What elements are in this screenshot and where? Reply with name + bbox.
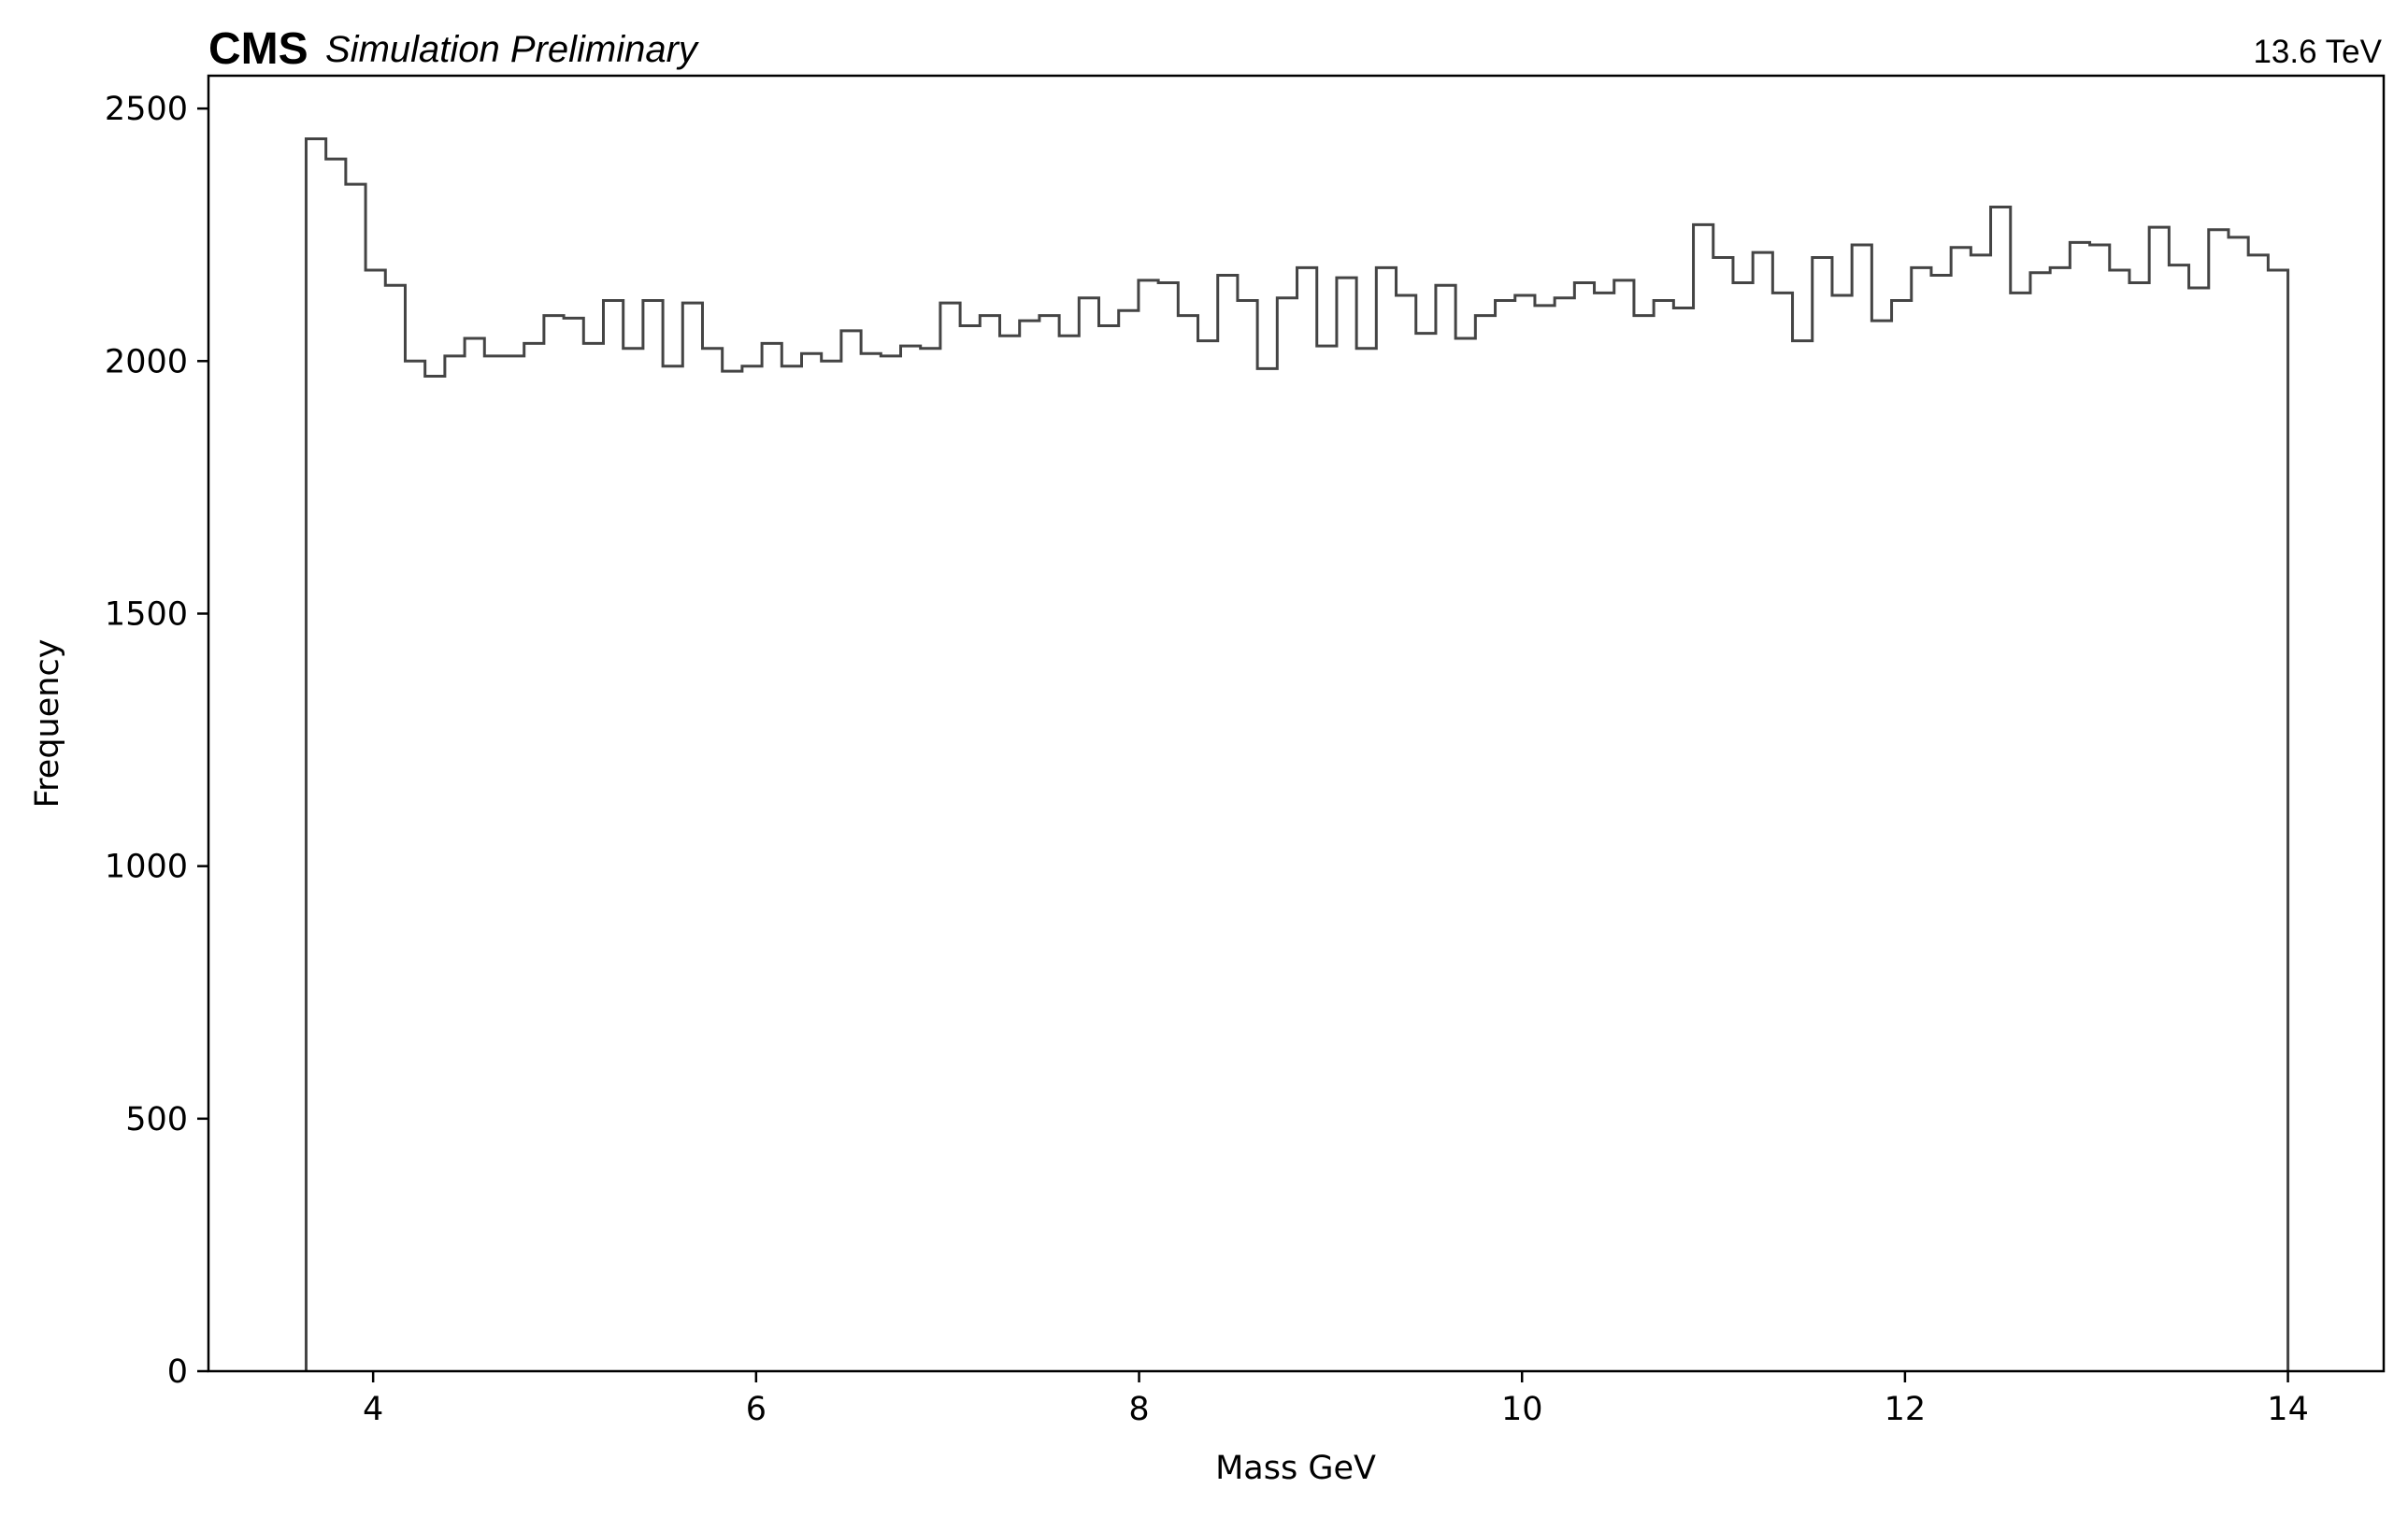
y-tick-label: 1000 (105, 849, 188, 886)
x-tick-label: 4 (363, 1391, 383, 1428)
y-axis-label: Frequency (29, 639, 66, 809)
x-axis: 4 6 8 10 12 14 (363, 1371, 2309, 1428)
plot-area (304, 137, 2290, 1371)
y-tick-label: 2000 (105, 343, 188, 380)
experiment-label: CMS (208, 24, 308, 74)
x-tick-label: 8 (1128, 1391, 1149, 1428)
status-label: Simulation Preliminary (325, 29, 700, 70)
y-tick-label: 1500 (105, 595, 188, 633)
energy-label: 13.6 TeV (2253, 34, 2382, 70)
x-tick-label: 6 (746, 1391, 767, 1428)
y-tick-label: 2500 (105, 91, 188, 128)
y-tick-label: 500 (125, 1101, 188, 1138)
x-tick-label: 10 (1501, 1391, 1543, 1428)
x-tick-label: 14 (2267, 1391, 2309, 1428)
y-tick-label: 0 (167, 1353, 188, 1391)
axes-frame (207, 74, 2386, 1373)
x-tick-label: 12 (1885, 1391, 1927, 1428)
histogram-step-line (304, 137, 2290, 1371)
y-axis: 0 500 1000 1500 2000 2500 (105, 91, 208, 1391)
x-axis-label: Mass GeV (1215, 1450, 1376, 1487)
